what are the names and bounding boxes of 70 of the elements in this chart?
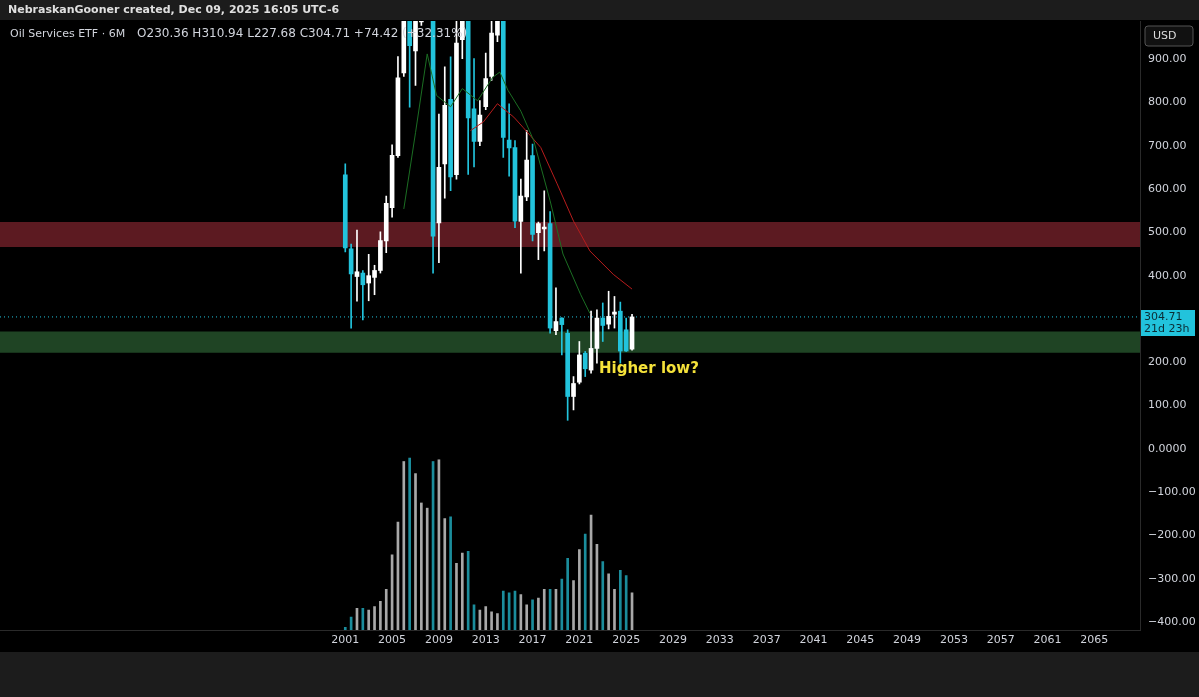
bar	[443, 518, 447, 631]
x-tick-label: 2045	[846, 633, 875, 647]
bar	[466, 551, 470, 631]
bar	[496, 613, 499, 631]
x-tick-label: 2061	[1033, 633, 1062, 647]
x-tick-label: 2033	[705, 633, 734, 647]
bar	[414, 473, 417, 631]
bar	[420, 502, 423, 631]
bar	[542, 589, 546, 631]
x-tick-label: 2041	[799, 633, 828, 647]
y-tick-label: 0.0000	[1148, 441, 1187, 455]
bar	[537, 597, 540, 631]
bar	[379, 601, 382, 631]
y-axis-title: USD	[1153, 28, 1177, 42]
bar	[613, 589, 616, 631]
bar	[572, 580, 575, 631]
bar	[601, 561, 605, 631]
y-tick-label: 800.00	[1148, 95, 1187, 109]
y-tick-label: 100.00	[1148, 398, 1187, 412]
x-tick-label: 2029	[659, 633, 687, 647]
candlestick	[354, 229, 360, 302]
y-tick-label: −200.00	[1148, 528, 1196, 542]
bar	[384, 589, 388, 631]
bar	[624, 575, 628, 631]
bar	[343, 627, 347, 631]
bar	[367, 609, 371, 631]
x-tick-label: 2057	[986, 633, 1015, 647]
y-tick-label: −400.00	[1148, 615, 1196, 628]
bar	[484, 606, 488, 631]
x-tick-label: 2001	[331, 633, 360, 647]
bar	[408, 457, 411, 631]
bar	[455, 563, 458, 631]
bar	[566, 557, 569, 631]
bar	[373, 606, 376, 631]
bar	[583, 533, 587, 631]
bar	[490, 611, 493, 631]
y-tick-label: 600.00	[1148, 181, 1187, 195]
bar	[449, 516, 452, 631]
bar	[525, 604, 529, 631]
text: 21d 23h	[1144, 321, 1190, 335]
x-tick-label: 2017	[518, 633, 547, 647]
x-tick-label: 2021	[565, 633, 594, 647]
x-tick-label: 2025	[612, 633, 641, 647]
y-tick-label: −300.00	[1148, 571, 1196, 585]
bar	[531, 599, 534, 631]
text: Oil Services ETF · 6M	[10, 26, 126, 40]
bar	[560, 578, 564, 631]
x-tick-label: 2053	[939, 633, 968, 647]
bar	[619, 570, 622, 631]
y-tick-label: 900.00	[1148, 51, 1187, 65]
y-tick-label: −100.00	[1148, 485, 1196, 499]
bar	[607, 573, 610, 631]
ref-line-label: 304.71	[1144, 309, 1183, 323]
y-tick-label: 700.00	[1148, 138, 1187, 152]
y-tick-label: 400.00	[1148, 268, 1187, 282]
x-tick-label: 2065	[1080, 633, 1109, 647]
bar	[402, 461, 406, 631]
x-tick-label: 2005	[378, 633, 407, 647]
y-tick-label: 200.00	[1148, 355, 1187, 369]
x-tick-label: 2049	[893, 633, 922, 647]
y-tick-label: 500.00	[1148, 225, 1187, 239]
x-tick-label: 2013	[471, 633, 500, 647]
bar	[578, 549, 581, 631]
bar	[425, 507, 429, 631]
x-tick-label: 2009	[424, 633, 453, 647]
annotation: Higher low?	[599, 358, 699, 377]
x-tick-label: 2037	[752, 633, 781, 647]
bar	[501, 590, 505, 631]
text: NebraskanGooner created, Dec 09, 2025 16:05 UTC-6	[8, 2, 340, 16]
bar	[460, 552, 464, 631]
